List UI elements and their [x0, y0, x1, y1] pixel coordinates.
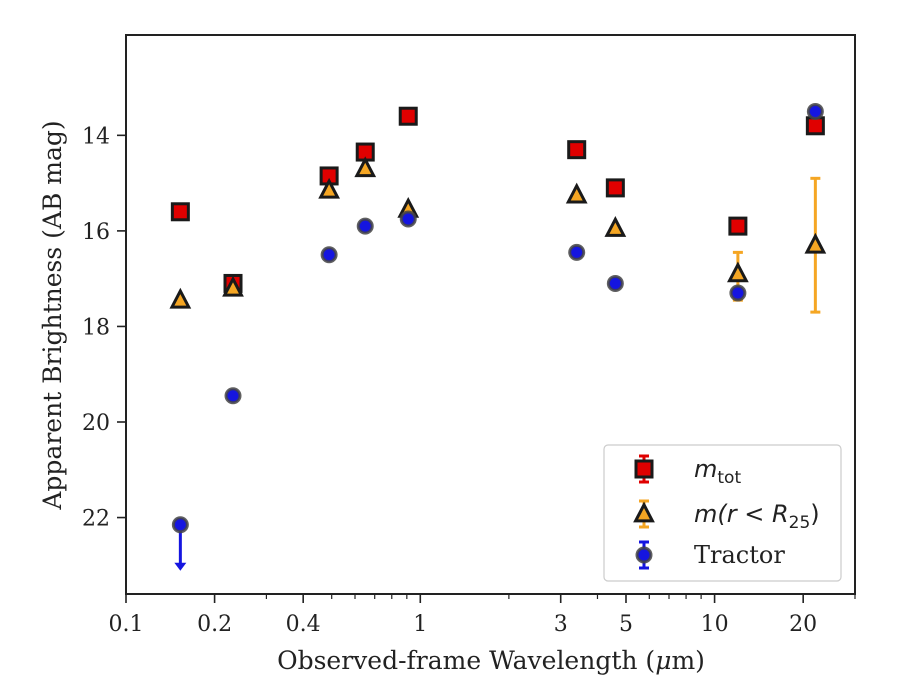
data-point-tractor	[568, 243, 586, 261]
series-m_r25	[169, 156, 827, 314]
data-point-m_r25	[169, 287, 192, 309]
x-axis-label: Observed-frame Wavelength (μm)	[277, 646, 705, 675]
upper-limit-arrow-head	[174, 562, 187, 571]
x-tick-label: 3	[554, 612, 568, 637]
x-tick-label: 5	[619, 612, 633, 637]
plot-frame	[125, 34, 856, 595]
series-tractor	[171, 102, 824, 571]
data-point-m_r25	[565, 182, 588, 204]
x-tick-label: 20	[789, 612, 817, 637]
data-point-m_r25	[804, 232, 827, 254]
data-point-m_r25	[318, 177, 340, 199]
y-axis-label: Apparent Brightness (AB mag)	[38, 120, 67, 510]
y-tick-label: 14	[82, 124, 110, 149]
x-tick-label: 0.2	[197, 612, 232, 637]
data-point-m_tot	[605, 178, 625, 198]
y-tick-label: 22	[82, 507, 110, 532]
legend-label-m_tot: mtot	[694, 455, 741, 488]
data-point-tractor	[224, 387, 242, 405]
data-point-tractor	[806, 102, 824, 120]
legend: mtot m(r < R25) Tractor	[603, 444, 842, 582]
data-point-tractor	[320, 246, 338, 264]
x-tick-label: 10	[701, 612, 729, 637]
data-point-m_tot	[170, 202, 190, 222]
data-point-tractor	[729, 284, 747, 302]
data-point-m_r25	[604, 216, 627, 237]
x-tick-label: 0.4	[286, 612, 321, 637]
x-tick-label: 1	[413, 612, 427, 637]
data-point-tractor	[356, 217, 374, 235]
data-point-m_tot	[567, 140, 587, 160]
data-point-m_tot	[728, 216, 748, 236]
plot-area: 0.1 0.2 0.4 1 3 5 10 20 14 16 18 20 22 mtot m(r < R25)…	[82, 34, 856, 637]
legend-label-m_r25: m(r < R25)	[694, 500, 820, 533]
data-point-m_tot	[398, 106, 418, 126]
data-point-tractor	[606, 274, 624, 292]
legend-box	[603, 444, 842, 582]
data-point-m_r25	[222, 275, 244, 297]
legend-label-tractor: Tractor	[694, 541, 785, 569]
legend-marker-m_tot	[634, 459, 654, 479]
y-tick-label: 18	[82, 315, 110, 340]
legend-marker-tractor	[635, 546, 653, 564]
data-point-m_r25	[727, 261, 749, 283]
data-point-tractor	[171, 516, 189, 534]
legend-marker-m_r25	[633, 501, 655, 523]
data-point-m_tot	[805, 116, 825, 136]
y-tick-label: 16	[82, 220, 110, 245]
data-point-m_r25	[354, 156, 377, 178]
x-tick-label: 0.1	[109, 612, 144, 637]
y-tick-label: 20	[82, 411, 110, 436]
data-point-tractor	[399, 210, 417, 228]
